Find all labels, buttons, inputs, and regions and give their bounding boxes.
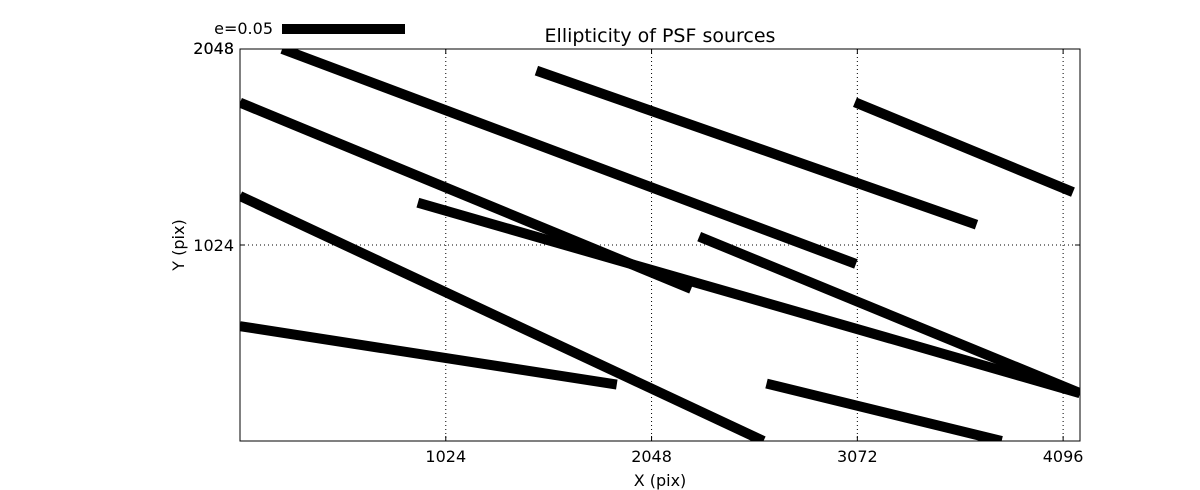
x-tick-label: 3072 [837, 447, 878, 466]
legend-scale-stick [282, 24, 405, 34]
ellipticity-sticks [240, 49, 1080, 441]
y-tick-label-top-b: 2048 [193, 39, 234, 58]
ellipticity-stick [534, 65, 979, 230]
y-axis-label: Y (pix) [169, 219, 188, 271]
x-tick-label: 2048 [631, 447, 672, 466]
chart-title: Ellipticity of PSF sources [545, 25, 776, 47]
axis-ticks: 1024 2048 3072 4096 1024 [193, 48, 1084, 466]
ellipticity-stick [697, 231, 1080, 398]
x-tick-label: 4096 [1043, 447, 1084, 466]
legend-label: e=0.05 [214, 19, 273, 38]
x-tick-label: 1024 [425, 447, 466, 466]
ellipticity-stick [240, 191, 766, 441]
ellipticity-stick [280, 49, 858, 269]
ellipticity-stick [765, 378, 1003, 441]
ellipticity-stick [853, 97, 1075, 197]
ellipticity-stick [416, 197, 1080, 398]
ellipticity-stick [240, 321, 618, 390]
gridlines [240, 49, 1080, 441]
y-tick-label-top-a: 2048 [193, 39, 234, 58]
x-axis-label: X (pix) [634, 471, 687, 490]
y-tick-label: 1024 [193, 236, 234, 255]
